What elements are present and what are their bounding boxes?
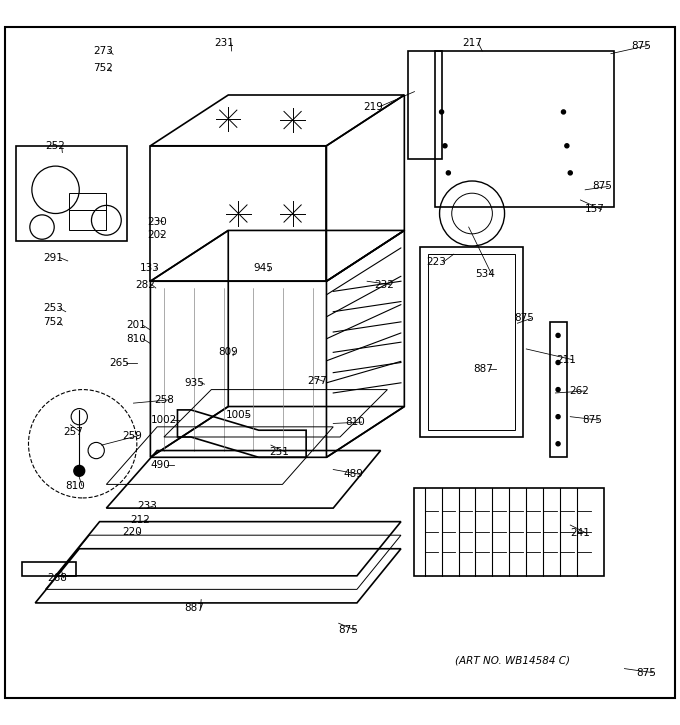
Text: 201: 201 bbox=[126, 320, 146, 331]
Text: 220: 220 bbox=[122, 527, 141, 536]
Circle shape bbox=[439, 110, 443, 114]
Text: 211: 211 bbox=[557, 355, 577, 365]
Text: 752: 752 bbox=[44, 317, 63, 327]
Text: 231: 231 bbox=[215, 38, 235, 48]
Circle shape bbox=[74, 465, 85, 476]
Text: 945: 945 bbox=[254, 262, 273, 273]
Text: 265: 265 bbox=[109, 357, 130, 368]
Circle shape bbox=[568, 171, 573, 175]
Text: 259: 259 bbox=[122, 431, 142, 441]
Bar bbox=[69, 193, 106, 210]
Text: 212: 212 bbox=[130, 515, 150, 525]
Text: 810: 810 bbox=[126, 334, 146, 344]
Text: 752: 752 bbox=[92, 63, 113, 73]
Text: 157: 157 bbox=[585, 204, 605, 215]
Circle shape bbox=[446, 171, 450, 175]
Text: 875: 875 bbox=[515, 313, 534, 323]
Bar bbox=[550, 322, 567, 457]
Text: 252: 252 bbox=[46, 141, 65, 151]
Circle shape bbox=[556, 388, 560, 392]
Text: 875: 875 bbox=[592, 181, 612, 191]
Text: 232: 232 bbox=[374, 280, 394, 289]
Text: 875: 875 bbox=[583, 415, 602, 425]
Text: 251: 251 bbox=[269, 447, 289, 457]
Circle shape bbox=[443, 144, 447, 148]
Text: 291: 291 bbox=[44, 252, 63, 262]
Text: 241: 241 bbox=[571, 528, 590, 538]
Text: 809: 809 bbox=[218, 347, 238, 357]
Text: 230: 230 bbox=[147, 217, 167, 227]
Circle shape bbox=[556, 442, 560, 446]
Text: 273: 273 bbox=[92, 46, 113, 56]
Text: 257: 257 bbox=[64, 426, 84, 436]
Text: 262: 262 bbox=[569, 386, 589, 396]
Circle shape bbox=[556, 415, 560, 419]
Text: 1002: 1002 bbox=[150, 415, 177, 425]
Text: 489: 489 bbox=[343, 469, 363, 479]
Text: 258: 258 bbox=[154, 394, 173, 405]
Bar bbox=[415, 488, 604, 576]
Text: 875: 875 bbox=[631, 41, 651, 51]
Text: 217: 217 bbox=[462, 38, 481, 48]
Text: 887: 887 bbox=[184, 602, 204, 613]
Text: 887: 887 bbox=[473, 364, 493, 374]
Bar bbox=[69, 210, 106, 231]
Text: 935: 935 bbox=[184, 378, 204, 388]
Text: 282: 282 bbox=[135, 280, 155, 289]
Text: 1005: 1005 bbox=[226, 410, 252, 420]
Text: 133: 133 bbox=[140, 262, 160, 273]
Text: 277: 277 bbox=[307, 376, 327, 386]
Circle shape bbox=[562, 110, 566, 114]
Text: 223: 223 bbox=[426, 257, 447, 268]
Text: 268: 268 bbox=[48, 573, 67, 583]
Text: 233: 233 bbox=[137, 501, 156, 511]
Text: 253: 253 bbox=[44, 303, 63, 313]
Text: 202: 202 bbox=[147, 230, 167, 240]
Circle shape bbox=[565, 144, 569, 148]
Text: 875: 875 bbox=[339, 625, 358, 635]
Text: 490: 490 bbox=[150, 460, 170, 471]
Circle shape bbox=[556, 334, 560, 337]
Circle shape bbox=[556, 360, 560, 365]
Text: 810: 810 bbox=[345, 417, 365, 427]
Text: (ART NO. WB14584 C): (ART NO. WB14584 C) bbox=[455, 655, 571, 666]
Text: 534: 534 bbox=[475, 270, 495, 279]
Text: 810: 810 bbox=[66, 481, 86, 491]
Text: 219: 219 bbox=[364, 102, 384, 112]
Text: 875: 875 bbox=[636, 668, 656, 678]
